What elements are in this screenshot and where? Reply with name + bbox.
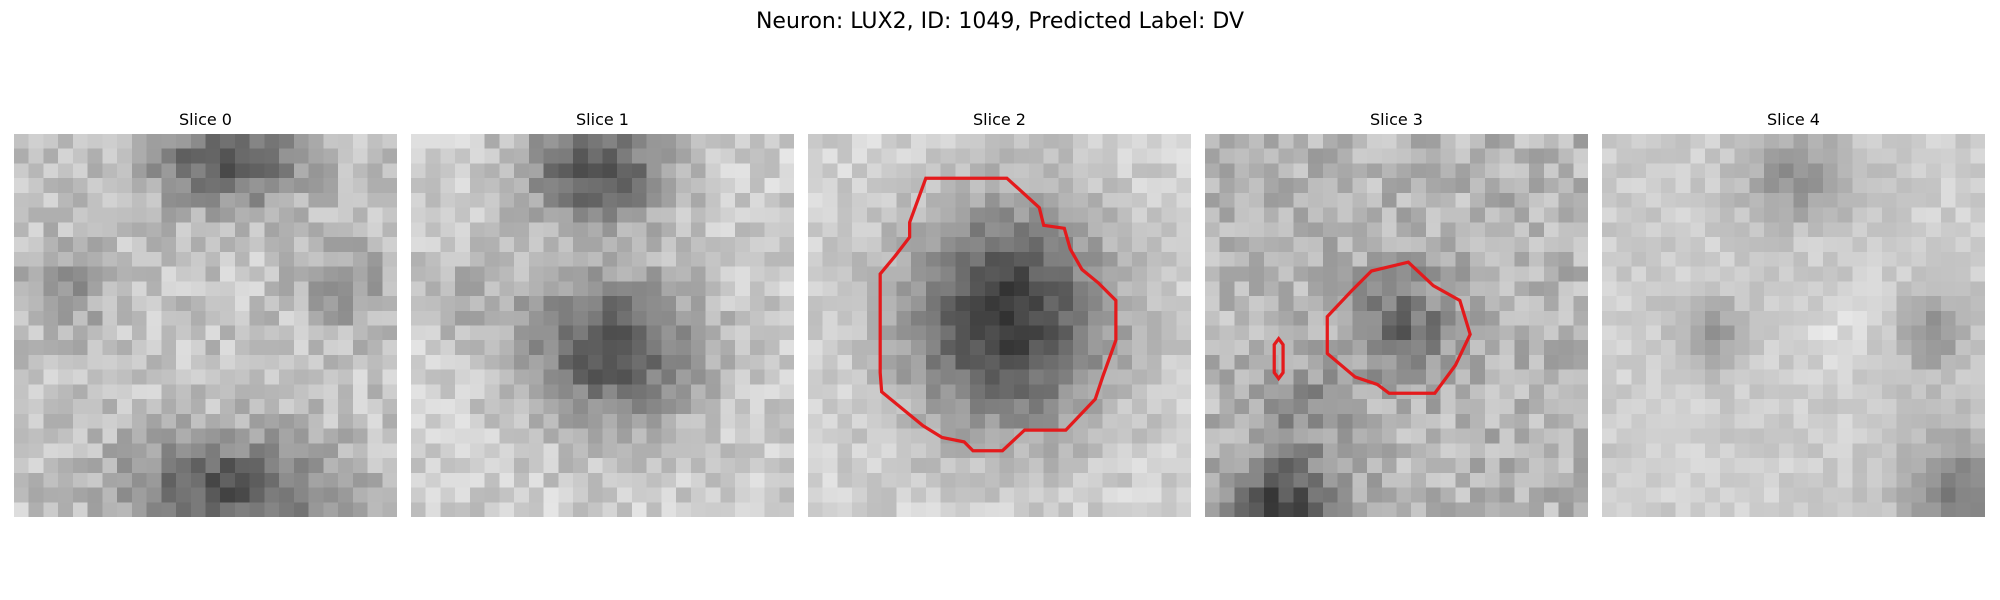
pixel-grid	[411, 134, 794, 517]
segmentation-contour	[1325, 260, 1472, 395]
segmentation-contour	[1272, 336, 1285, 382]
slice-image-4	[1602, 134, 1985, 517]
slice-panel-1: Slice 1	[411, 108, 794, 517]
slice-panel-4: Slice 4	[1602, 108, 1985, 517]
slice-panel-3: Slice 3	[1205, 108, 1588, 517]
slice-title: Slice 3	[1370, 110, 1423, 129]
slice-image-3	[1205, 134, 1588, 517]
slice-image-1	[411, 134, 794, 517]
pixel-grid	[14, 134, 397, 517]
pixel-grid	[1205, 134, 1588, 517]
slice-image-0	[14, 134, 397, 517]
slice-panel-0: Slice 0	[14, 108, 397, 517]
slice-title: Slice 2	[973, 110, 1026, 129]
slice-title: Slice 0	[179, 110, 232, 129]
pixel-grid	[808, 134, 1191, 517]
slice-title: Slice 4	[1767, 110, 1820, 129]
segmentation-contour	[878, 176, 1118, 453]
figure-title: Neuron: LUX2, ID: 1049, Predicted Label:…	[755, 9, 1245, 34]
pixel-grid	[1602, 134, 1985, 517]
slice-title: Slice 1	[576, 110, 629, 129]
slice-panel-2: Slice 2	[808, 108, 1191, 517]
slice-image-2	[808, 134, 1191, 517]
